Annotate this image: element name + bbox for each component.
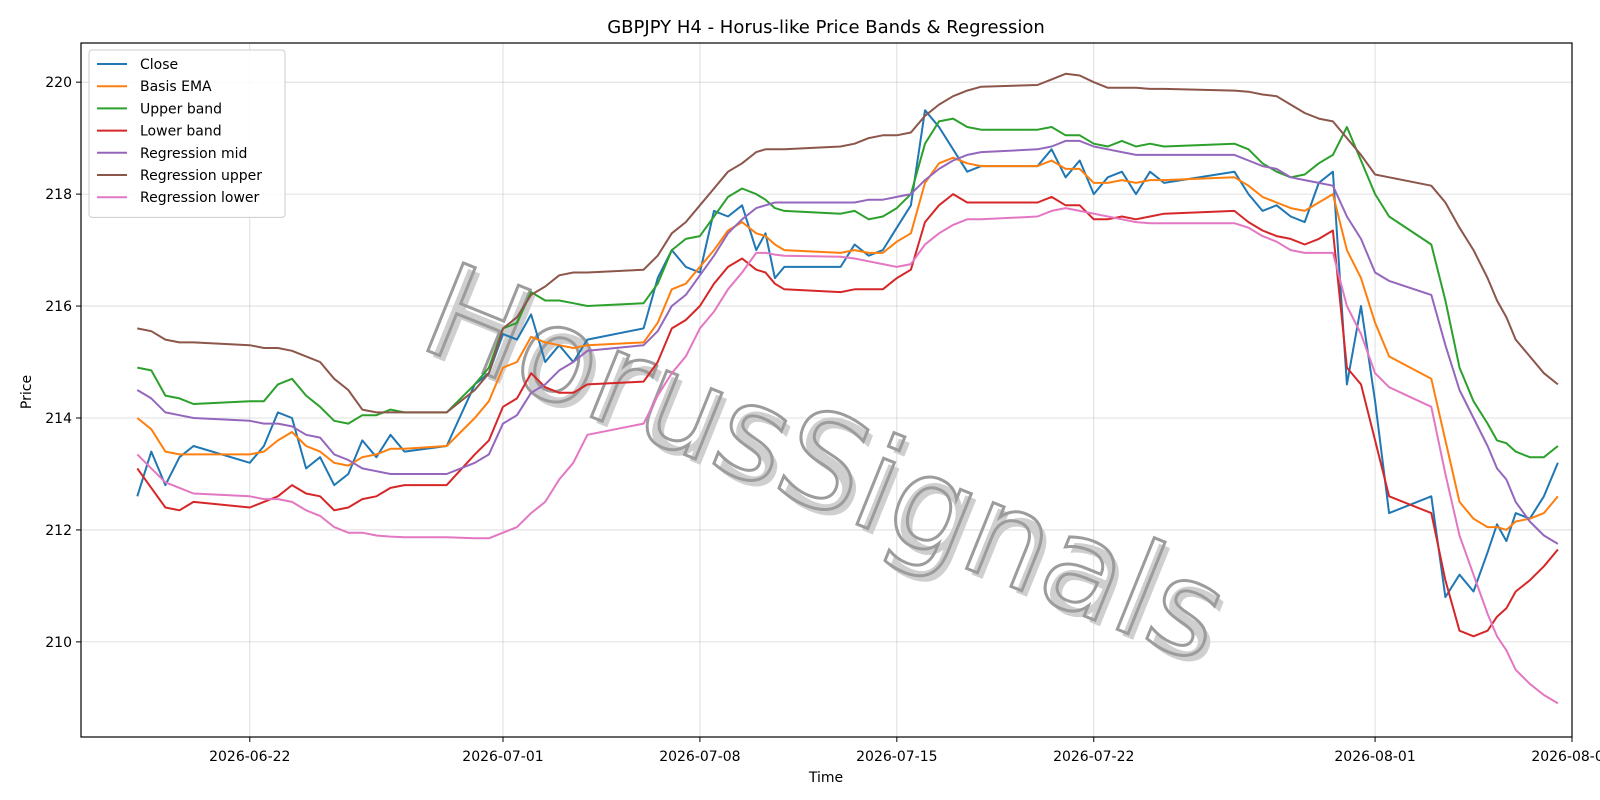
y-tick-label: 212 [45, 523, 72, 539]
series-line-regression-upper [137, 72, 1559, 414]
legend-label-regression-lower: Regression lower [140, 190, 260, 206]
series-line-basis-ema [136, 156, 1559, 531]
y-tick-label: 220 [45, 75, 72, 91]
series-line-regression-mid [136, 139, 1559, 545]
legend-box [88, 49, 286, 218]
x-axis-label: Time [808, 770, 843, 786]
series-line-upper-band [137, 117, 1559, 459]
x-tick-label: 2026-08-08 [1531, 749, 1600, 765]
legend-label-regression-upper: Regression upper [140, 168, 262, 184]
x-tick-label: 2026-08-01 [1334, 749, 1415, 765]
y-tick-label: 216 [45, 299, 72, 315]
y-axis-label: Price [19, 375, 35, 409]
y-tick-label: 210 [45, 635, 72, 651]
y-axis-ticks: 210 212 214 216 218 220 [45, 75, 81, 651]
legend-label-lower-band: Lower band [140, 124, 222, 140]
x-tick-label: 2026-06-22 [209, 749, 290, 765]
x-axis-ticks: 2026-06-22 2026-07-01 2026-07-08 2026-07-15… [209, 737, 1600, 765]
chart-title: GBPJPY H4 - Horus-like Price Bands & Reg… [607, 17, 1045, 38]
grid [81, 43, 1573, 737]
series-line-close [136, 109, 1559, 599]
x-tick-label: 2026-07-08 [659, 749, 740, 765]
legend-label-basis-ema: Basis EMA [140, 79, 212, 95]
x-tick-label: 2026-07-01 [462, 749, 543, 765]
series-lines [136, 72, 1559, 705]
legend-label-close: Close [140, 57, 178, 73]
series-line-lower-band [136, 193, 1559, 638]
series-line-regression-lower [136, 207, 1559, 705]
y-tick-label: 214 [45, 411, 72, 427]
legend-label-regression-mid: Regression mid [140, 146, 247, 162]
legend-label-upper-band: Upper band [140, 101, 222, 117]
x-tick-label: 2026-07-15 [856, 749, 937, 765]
legend: Close Basis EMA Upper band Lower band Regres… [88, 49, 286, 218]
x-tick-label: 2026-07-22 [1053, 749, 1134, 765]
plot-frame [80, 42, 1573, 738]
y-tick-label: 218 [45, 187, 72, 203]
